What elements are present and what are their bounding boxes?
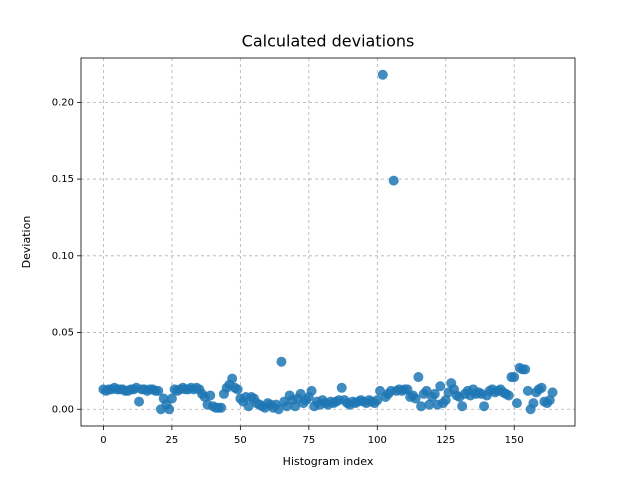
y-axis-label: Deviation [20, 216, 33, 269]
point [227, 373, 238, 384]
x-tick-label: 0 [100, 435, 106, 446]
point [522, 385, 533, 396]
point [232, 384, 243, 395]
point [205, 390, 216, 401]
point [424, 399, 435, 410]
point [306, 385, 317, 396]
x-tick-label: 125 [436, 435, 455, 446]
point [153, 385, 164, 396]
point [276, 356, 287, 367]
point [457, 401, 468, 412]
x-tick-label: 25 [166, 435, 179, 446]
point [511, 398, 522, 409]
point [416, 401, 427, 412]
y-tick-label: 0.00 [52, 404, 74, 415]
point [547, 387, 558, 398]
point [479, 401, 490, 412]
point [164, 404, 175, 415]
point [503, 390, 514, 401]
point [410, 393, 421, 404]
point [377, 69, 388, 80]
point [372, 395, 383, 406]
point [336, 382, 347, 393]
point [440, 395, 451, 406]
point [134, 396, 145, 407]
point [528, 398, 539, 409]
x-tick-label: 150 [505, 435, 524, 446]
point [413, 372, 424, 383]
chart-title: Calculated deviations [242, 32, 415, 51]
y-tick-label: 0.05 [52, 328, 74, 339]
point [435, 381, 446, 392]
y-tick-label: 0.20 [52, 97, 74, 108]
point [429, 388, 440, 399]
point [388, 175, 399, 186]
point [216, 402, 227, 413]
point [509, 372, 520, 383]
point [166, 393, 177, 404]
point [273, 404, 284, 415]
y-tick-label: 0.10 [52, 251, 74, 262]
x-axis-label: Histogram index [283, 455, 374, 468]
point [290, 401, 301, 412]
point [243, 401, 254, 412]
x-tick-label: 50 [234, 435, 247, 446]
point [544, 395, 555, 406]
point [520, 364, 531, 375]
x-tick-label: 100 [368, 435, 387, 446]
plot-frame [80, 57, 576, 427]
point [536, 382, 547, 393]
x-tick-label: 75 [302, 435, 315, 446]
y-tick-label: 0.15 [52, 174, 74, 185]
